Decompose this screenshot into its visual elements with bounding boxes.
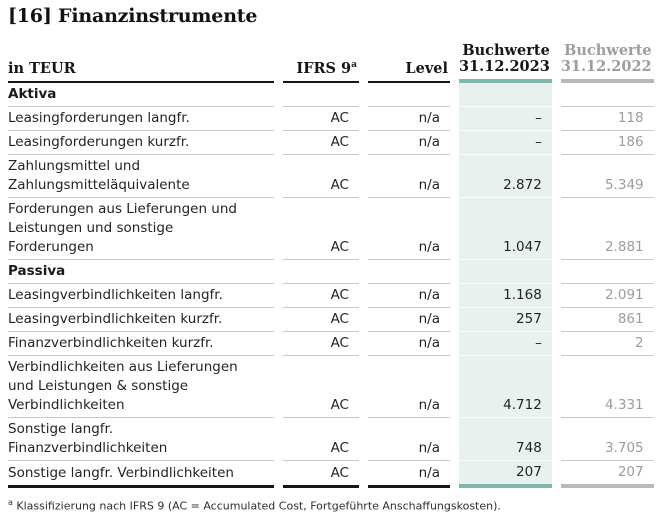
ifrs9-cell: AC	[283, 356, 359, 418]
column-header-label: Buchwerte	[462, 42, 550, 59]
ifrs9-cell: AC	[283, 198, 359, 260]
value-2022-cell: 3.705	[560, 418, 654, 461]
footnote-text: Klassifizierung nach IFRS 9 (AC = Accumu…	[16, 499, 501, 513]
value-2022-cell	[560, 83, 654, 107]
column-header-level: Level	[368, 37, 450, 83]
row-label: Leasingverbindlichkeiten kurzfr.	[8, 308, 274, 332]
ifrs9-cell: AC	[283, 107, 359, 131]
ifrs9-cell: AC	[283, 332, 359, 356]
table-row: Verbindlichkeiten aus Lieferungen und Le…	[8, 356, 654, 418]
value-2022-cell: 118	[560, 107, 654, 131]
header-row: in TEUR IFRS 9a Level Buchwerte 31.12.20…	[8, 37, 654, 83]
page-title: [16] Finanzinstrumente	[8, 5, 258, 27]
table-row: Leasingforderungen langfr. AC n/a – 118	[8, 107, 654, 131]
value-2023-cell: –	[459, 107, 552, 131]
section-label: Aktiva	[8, 83, 274, 107]
ifrs9-cell	[283, 260, 359, 284]
level-cell	[368, 83, 450, 107]
row-label: Zahlungsmittel und Zahlungsmitteläquival…	[8, 155, 274, 198]
row-label: Forderungen aus Lieferungen und Leistung…	[8, 198, 274, 260]
ifrs9-cell: AC	[283, 284, 359, 308]
table-body: Aktiva Leasingforderungen langfr. AC n/a…	[8, 83, 654, 488]
value-2023-cell: 207	[459, 461, 552, 488]
value-2022-cell	[560, 260, 654, 284]
row-label: Finanzverbindlichkeiten kurzfr.	[8, 332, 274, 356]
level-cell: n/a	[368, 332, 450, 356]
ifrs9-cell: AC	[283, 308, 359, 332]
level-cell: n/a	[368, 356, 450, 418]
value-2022-cell: 207	[560, 461, 654, 488]
section-row-passiva: Passiva	[8, 260, 654, 284]
value-2023-cell	[459, 260, 552, 284]
level-cell: n/a	[368, 308, 450, 332]
column-header-date: 31.12.2022	[560, 58, 652, 75]
table-row: Leasingforderungen kurzfr. AC n/a – 186	[8, 131, 654, 155]
row-label: Verbindlichkeiten aus Lieferungen und Le…	[8, 356, 274, 418]
ifrs9-cell	[283, 83, 359, 107]
value-2022-cell: 2.881	[560, 198, 654, 260]
level-cell: n/a	[368, 461, 450, 488]
column-header-label: Buchwerte	[564, 42, 652, 59]
ifrs9-cell: AC	[283, 461, 359, 488]
footnote-marker: a	[8, 498, 13, 507]
column-header-label: IFRS 9	[296, 60, 352, 77]
ifrs9-cell: AC	[283, 131, 359, 155]
table-row: Leasingverbindlichkeiten langfr. AC n/a …	[8, 284, 654, 308]
footnote-marker: a	[351, 60, 357, 71]
value-2022-cell: 861	[560, 308, 654, 332]
row-label: Sonstige langfr. Finanzverbindlichkeiten	[8, 418, 274, 461]
value-2023-cell: –	[459, 131, 552, 155]
level-cell: n/a	[368, 131, 450, 155]
table-row: Zahlungsmittel und Zahlungsmitteläquival…	[8, 155, 654, 198]
table-row: Finanzverbindlichkeiten kurzfr. AC n/a –…	[8, 332, 654, 356]
table-row: Leasingverbindlichkeiten kurzfr. AC n/a …	[8, 308, 654, 332]
value-2022-cell: 5.349	[560, 155, 654, 198]
section-label: Passiva	[8, 260, 274, 284]
value-2023-cell: 748	[459, 418, 552, 461]
value-2022-cell: 4.331	[560, 356, 654, 418]
row-label: Sonstige langfr. Verbindlichkeiten	[8, 461, 274, 488]
ifrs9-cell: AC	[283, 418, 359, 461]
level-cell	[368, 260, 450, 284]
row-label: Leasingforderungen langfr.	[8, 107, 274, 131]
table-row: Forderungen aus Lieferungen und Leistung…	[8, 198, 654, 260]
column-header-buchwerte-2023: Buchwerte 31.12.2023	[459, 37, 552, 83]
table-header: in TEUR IFRS 9a Level Buchwerte 31.12.20…	[8, 37, 654, 83]
column-header-date: 31.12.2023	[459, 58, 550, 75]
table-row: Sonstige langfr. Finanzverbindlichkeiten…	[8, 418, 654, 461]
footnote: a Klassifizierung nach IFRS 9 (AC = Accu…	[8, 496, 664, 514]
level-cell: n/a	[368, 198, 450, 260]
value-2022-cell: 186	[560, 131, 654, 155]
value-2023-cell: 1.168	[459, 284, 552, 308]
value-2023-cell: 1.047	[459, 198, 552, 260]
level-cell: n/a	[368, 107, 450, 131]
row-label: Leasingforderungen kurzfr.	[8, 131, 274, 155]
column-header-in-teur: in TEUR	[8, 37, 274, 83]
value-2023-cell: –	[459, 332, 552, 356]
value-2023-cell: 257	[459, 308, 552, 332]
row-label: Leasingverbindlichkeiten langfr.	[8, 284, 274, 308]
value-2023-cell	[459, 83, 552, 107]
column-header-buchwerte-2022: Buchwerte 31.12.2022	[560, 37, 654, 83]
column-header-ifrs9: IFRS 9a	[283, 37, 359, 83]
level-cell: n/a	[368, 155, 450, 198]
value-2023-cell: 4.712	[459, 356, 552, 418]
value-2022-cell: 2.091	[560, 284, 654, 308]
financial-instruments-table: in TEUR IFRS 9a Level Buchwerte 31.12.20…	[0, 37, 663, 488]
section-row-aktiva: Aktiva	[8, 83, 654, 107]
column-header-label: Level	[405, 60, 448, 77]
value-2023-cell: 2.872	[459, 155, 552, 198]
level-cell: n/a	[368, 418, 450, 461]
table-row: Sonstige langfr. Verbindlichkeiten AC n/…	[8, 461, 654, 488]
level-cell: n/a	[368, 284, 450, 308]
column-header-label: in TEUR	[8, 60, 76, 77]
value-2022-cell: 2	[560, 332, 654, 356]
ifrs9-cell: AC	[283, 155, 359, 198]
